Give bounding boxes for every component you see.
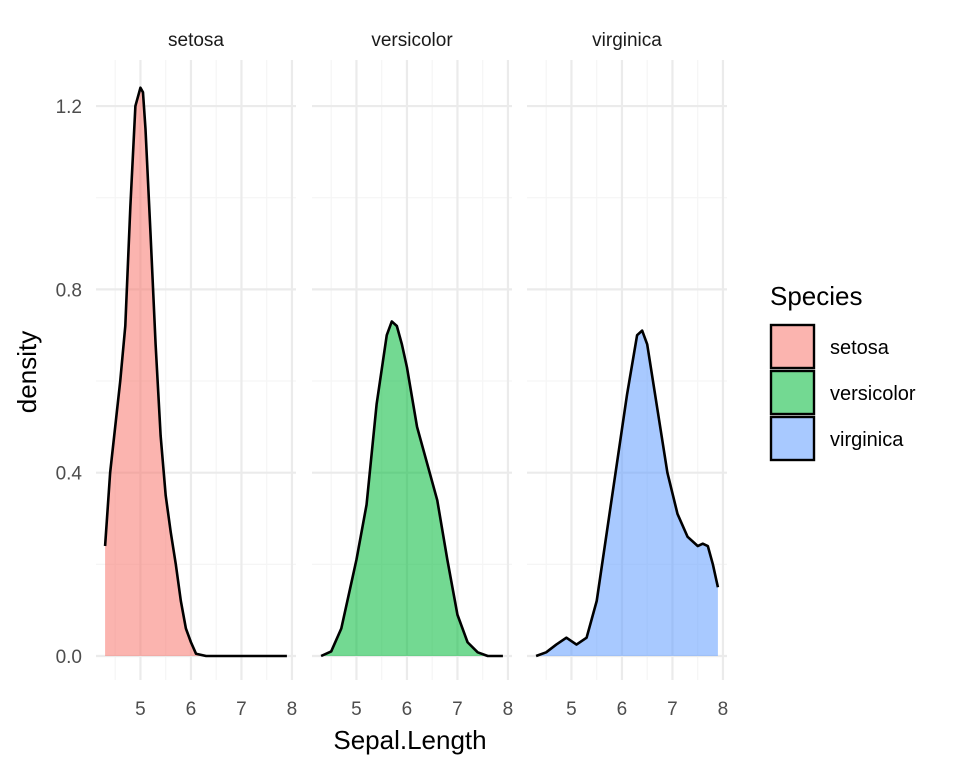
density-line-virginica — [535, 329, 720, 658]
strip-label-versicolor: versicolor — [371, 30, 453, 51]
y-tick-label: 0.8 — [56, 280, 82, 301]
density-area-virginica — [536, 330, 718, 656]
y-axis-title: density — [12, 331, 42, 413]
x-tick-label: 6 — [402, 699, 413, 720]
x-tick-label: 7 — [667, 699, 678, 720]
legend-key-setosa — [769, 323, 816, 370]
x-tick-label: 6 — [186, 699, 197, 720]
x-tick-label: 7 — [236, 699, 247, 720]
legend-label-versicolor: versicolor — [830, 383, 916, 405]
density-line-versicolor — [320, 320, 503, 658]
x-tick-label: 8 — [503, 699, 514, 720]
density-line-setosa — [103, 86, 287, 658]
legend-item-versicolor: versicolor — [769, 369, 916, 416]
y-tick-label: 0.0 — [56, 647, 82, 668]
legend-item-setosa: setosa — [769, 323, 890, 370]
legend-item-virginica: virginica — [769, 415, 904, 462]
y-tick-label: 1.2 — [56, 97, 82, 118]
strip-label-virginica: virginica — [592, 30, 662, 51]
density-area-versicolor — [321, 321, 503, 656]
panel-setosa: setosa 5 6 7 8 — [96, 30, 297, 720]
legend-key-virginica — [769, 415, 816, 462]
legend: Species setosa versicolor virginica — [769, 281, 916, 462]
x-tick-label: 8 — [718, 699, 729, 720]
y-tick-label: 0.4 — [56, 464, 83, 485]
legend-title: Species — [770, 281, 863, 311]
x-tick-label: 7 — [452, 699, 463, 720]
x-tick-label: 8 — [287, 699, 298, 720]
x-tick-label: 6 — [617, 699, 628, 720]
density-area-setosa — [105, 87, 287, 656]
panel-virginica: virginica 5 6 7 8 — [527, 30, 728, 720]
legend-label-virginica: virginica — [830, 429, 904, 451]
x-axis-title: Sepal.Length — [333, 725, 486, 755]
panel-versicolor: versicolor 5 6 7 8 — [312, 30, 513, 720]
legend-label-setosa: setosa — [830, 337, 890, 359]
legend-key-versicolor — [769, 369, 816, 416]
x-tick-label: 5 — [566, 699, 577, 720]
x-tick-label: 5 — [135, 699, 146, 720]
x-tick-label: 5 — [351, 699, 362, 720]
facet-panels: setosa 5 6 7 8 versicolor 5 6 7 8 virginica 5 6 7 8 — [96, 30, 728, 720]
strip-label-setosa: setosa — [168, 30, 224, 51]
y-axis: 0.0 0.4 0.8 1.2 — [56, 97, 83, 668]
